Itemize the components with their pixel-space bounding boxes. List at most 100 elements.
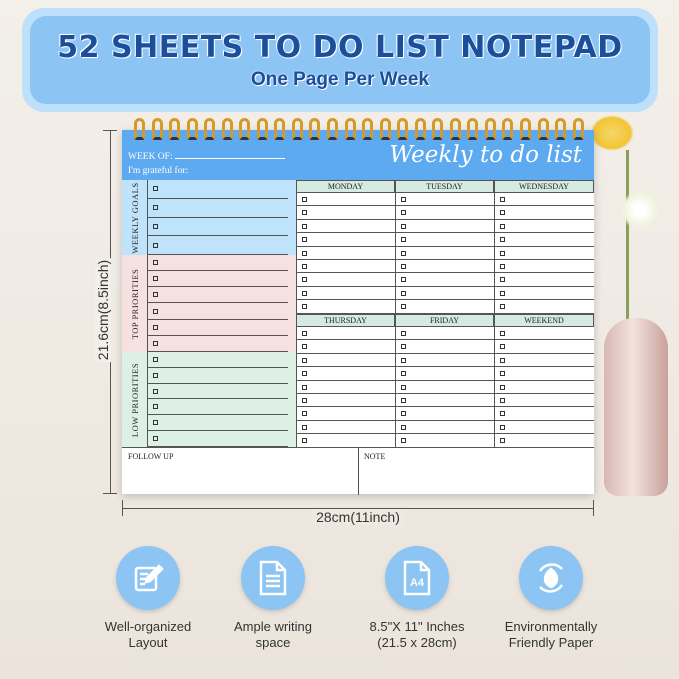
list-row[interactable] (148, 415, 288, 432)
checkbox-icon (500, 424, 505, 430)
list-row[interactable] (148, 320, 288, 336)
day-task-row[interactable] (494, 327, 594, 341)
day-task-row[interactable] (494, 367, 594, 381)
day-task-row[interactable] (296, 233, 395, 247)
spiral-ring (274, 118, 286, 140)
checkbox-icon (500, 277, 505, 283)
day-header-monday: MONDAY (296, 180, 395, 193)
checkbox-icon (302, 371, 307, 377)
day-task-row[interactable] (296, 246, 395, 260)
day-task-row[interactable] (395, 260, 494, 274)
day-task-row[interactable] (395, 394, 494, 408)
spiral-ring (484, 118, 496, 140)
day-task-row[interactable] (395, 367, 494, 381)
day-task-row[interactable] (494, 353, 594, 368)
day-task-row[interactable] (494, 206, 594, 220)
day-task-row[interactable] (494, 420, 594, 435)
feature-label: Environmentally Friendly Paper (486, 619, 616, 651)
day-task-row[interactable] (296, 260, 395, 274)
banner-title: 52 SHEETS TO DO LIST NOTEPAD (57, 30, 623, 65)
list-row[interactable] (148, 400, 288, 416)
checkbox-icon (401, 290, 406, 296)
list-row[interactable] (148, 180, 288, 199)
grateful-label: I'm grateful for: (128, 166, 189, 176)
list-row[interactable] (148, 199, 288, 218)
spiral-ring (555, 118, 567, 140)
day-task-row[interactable] (296, 380, 395, 394)
day-task-row[interactable] (494, 394, 594, 408)
spiral-ring (309, 118, 321, 140)
notepad-heading: Weekly to do list (389, 142, 582, 168)
width-label: 28cm(11inch) (312, 509, 404, 525)
list-row[interactable] (148, 384, 288, 400)
list-row[interactable] (148, 236, 288, 255)
day-task-row[interactable] (494, 407, 594, 421)
checkbox-icon (302, 398, 307, 403)
day-task-row[interactable] (395, 273, 494, 287)
day-task-row[interactable] (494, 233, 594, 247)
day-task-row[interactable] (494, 246, 594, 260)
day-task-row[interactable] (494, 434, 594, 448)
day-task-row[interactable] (395, 407, 494, 421)
day-task-row[interactable] (296, 353, 395, 368)
day-task-row[interactable] (395, 233, 494, 247)
list-row[interactable] (148, 368, 288, 384)
day-task-row[interactable] (395, 286, 494, 301)
list-row[interactable] (148, 287, 288, 304)
list-row[interactable] (148, 255, 288, 272)
day-task-row[interactable] (296, 273, 395, 287)
checkbox-icon (153, 420, 158, 426)
list-row[interactable] (148, 271, 288, 288)
day-task-row[interactable] (494, 219, 594, 234)
checkbox-icon (153, 276, 158, 282)
list-row[interactable] (148, 218, 288, 237)
checkbox-icon (500, 331, 505, 336)
day-task-row[interactable] (494, 193, 594, 207)
spiral-ring (572, 118, 584, 140)
day-task-row[interactable] (494, 286, 594, 301)
spiral-ring (432, 118, 444, 140)
day-header-thursday: THURSDAY (296, 314, 395, 327)
day-task-row[interactable] (296, 193, 395, 207)
day-task-row[interactable] (395, 219, 494, 234)
spiral-ring (520, 118, 532, 140)
week-of-label: WEEK OF: (128, 152, 285, 162)
day-task-row[interactable] (296, 420, 395, 435)
day-task-row[interactable] (494, 260, 594, 274)
day-task-row[interactable] (494, 273, 594, 287)
day-task-row[interactable] (395, 420, 494, 435)
day-task-row[interactable] (395, 246, 494, 260)
day-task-row[interactable] (296, 394, 395, 408)
day-task-row[interactable] (494, 300, 594, 314)
checkbox-icon (153, 340, 158, 346)
list-row[interactable] (148, 336, 288, 352)
day-task-row[interactable] (296, 407, 395, 421)
spiral-ring (449, 118, 461, 140)
day-task-row[interactable] (296, 286, 395, 301)
day-task-row[interactable] (395, 340, 494, 354)
day-task-row[interactable] (296, 300, 395, 314)
spiral-ring (134, 118, 145, 140)
day-task-row[interactable] (395, 434, 494, 448)
feature-label-line2: Layout (128, 635, 168, 650)
day-task-row[interactable] (296, 434, 395, 448)
checkbox-icon (500, 398, 505, 403)
day-task-row[interactable] (494, 380, 594, 394)
list-row[interactable] (148, 304, 288, 320)
day-task-row[interactable] (395, 380, 494, 394)
day-task-row[interactable] (395, 193, 494, 207)
spiral-ring (221, 118, 233, 140)
day-task-row[interactable] (296, 219, 395, 234)
day-task-row[interactable] (296, 340, 395, 354)
day-task-row[interactable] (395, 353, 494, 368)
day-task-row[interactable] (296, 367, 395, 381)
day-task-row[interactable] (395, 300, 494, 314)
day-task-row[interactable] (395, 206, 494, 220)
list-row[interactable] (148, 431, 288, 447)
day-task-row[interactable] (296, 327, 395, 341)
day-task-row[interactable] (296, 206, 395, 220)
list-row[interactable] (148, 352, 288, 368)
day-task-row[interactable] (395, 327, 494, 341)
checkbox-icon (153, 356, 158, 362)
day-task-row[interactable] (494, 340, 594, 354)
